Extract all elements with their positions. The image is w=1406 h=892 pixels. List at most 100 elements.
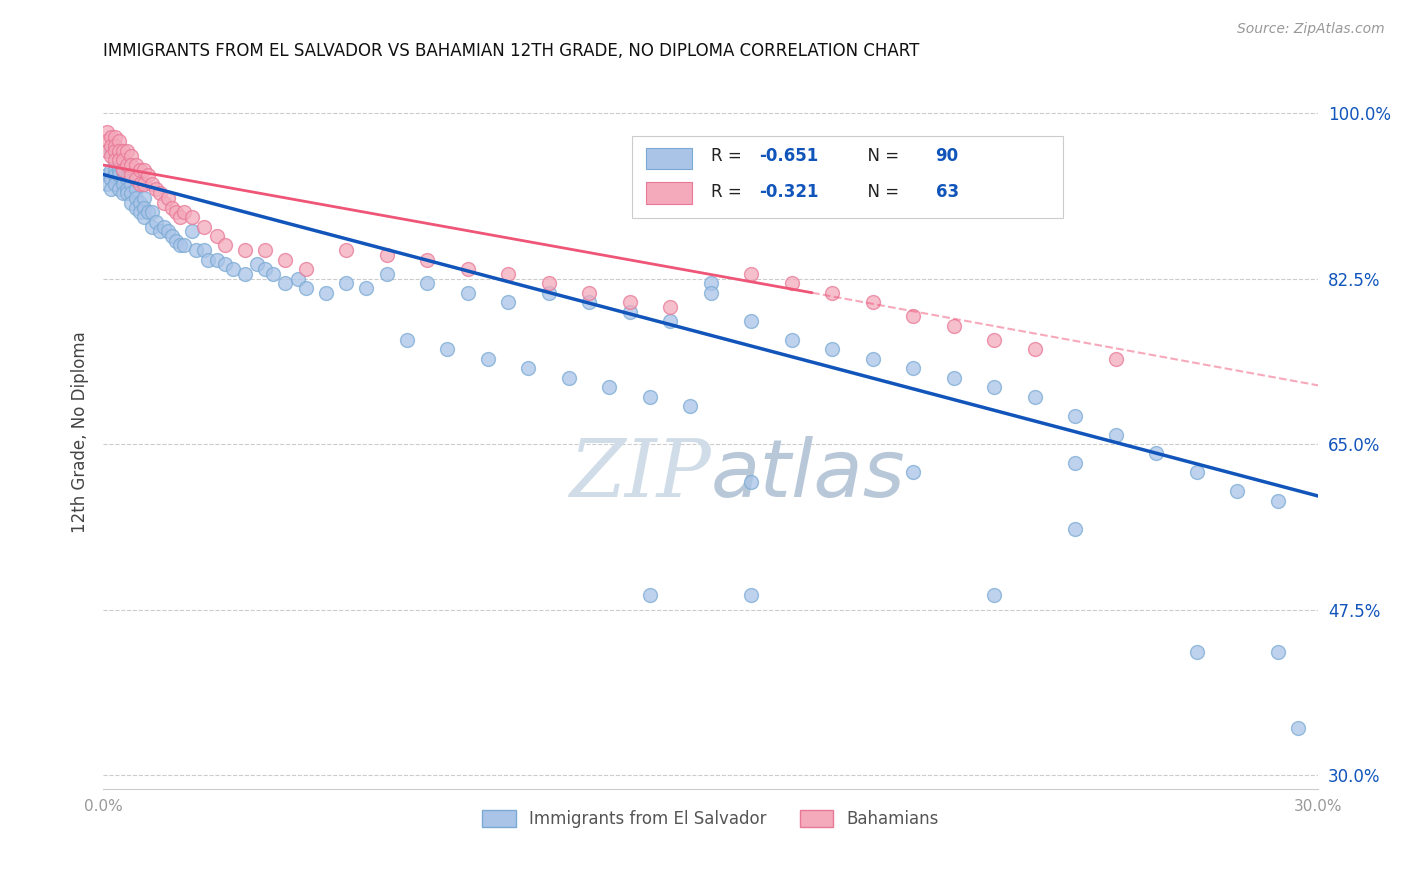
- Point: [619, 295, 641, 310]
- Point: [128, 195, 150, 210]
- Point: [496, 295, 519, 310]
- Point: [262, 267, 284, 281]
- Point: [96, 144, 118, 158]
- Point: [983, 588, 1005, 602]
- Point: [1105, 351, 1128, 366]
- Bar: [647, 148, 693, 169]
- Point: [153, 195, 176, 210]
- Point: [233, 267, 256, 281]
- Point: [132, 162, 155, 177]
- Point: [112, 144, 135, 158]
- Point: [124, 191, 146, 205]
- Point: [903, 310, 925, 324]
- Text: N =: N =: [856, 147, 904, 165]
- Point: [108, 168, 131, 182]
- Point: [983, 380, 1005, 394]
- Point: [104, 162, 127, 177]
- Point: [104, 144, 127, 158]
- Y-axis label: 12th Grade, No Diploma: 12th Grade, No Diploma: [72, 331, 89, 533]
- Point: [132, 201, 155, 215]
- Point: [160, 201, 183, 215]
- Point: [214, 257, 236, 271]
- Point: [121, 195, 143, 210]
- Point: [117, 186, 139, 201]
- Point: [121, 186, 143, 201]
- Point: [1267, 645, 1289, 659]
- Point: [108, 182, 131, 196]
- Point: [108, 144, 131, 158]
- Point: [112, 162, 135, 177]
- Point: [517, 361, 540, 376]
- Point: [149, 224, 172, 238]
- Point: [104, 177, 127, 191]
- Point: [1286, 721, 1309, 735]
- Point: [100, 144, 122, 158]
- Point: [375, 248, 398, 262]
- Point: [699, 285, 721, 300]
- Point: [112, 153, 135, 168]
- Point: [112, 177, 135, 191]
- Point: [537, 285, 560, 300]
- Point: [96, 135, 118, 149]
- Point: [104, 139, 127, 153]
- Point: [780, 333, 803, 347]
- Point: [659, 314, 682, 328]
- Point: [1144, 446, 1167, 460]
- Text: R =: R =: [710, 147, 747, 165]
- Point: [598, 380, 620, 394]
- Point: [638, 588, 661, 602]
- Point: [100, 129, 122, 144]
- Point: [117, 144, 139, 158]
- Point: [96, 177, 118, 191]
- Point: [740, 588, 762, 602]
- Point: [181, 224, 204, 238]
- Point: [160, 229, 183, 244]
- Text: ZIP: ZIP: [569, 436, 710, 514]
- Point: [128, 162, 150, 177]
- Point: [942, 318, 965, 333]
- Point: [100, 172, 122, 186]
- Point: [457, 262, 479, 277]
- Point: [136, 168, 159, 182]
- Point: [578, 295, 600, 310]
- Point: [335, 243, 357, 257]
- Point: [205, 252, 228, 267]
- Point: [983, 333, 1005, 347]
- Point: [141, 219, 163, 234]
- Point: [862, 295, 884, 310]
- Point: [457, 285, 479, 300]
- Point: [121, 148, 143, 162]
- Point: [124, 201, 146, 215]
- Point: [246, 257, 269, 271]
- Point: [132, 177, 155, 191]
- Point: [165, 234, 187, 248]
- Point: [416, 252, 439, 267]
- Point: [121, 177, 143, 191]
- Point: [1064, 456, 1087, 470]
- Point: [274, 252, 297, 267]
- Point: [112, 162, 135, 177]
- Point: [117, 182, 139, 196]
- Point: [108, 153, 131, 168]
- Point: [395, 333, 418, 347]
- Point: [942, 371, 965, 385]
- Text: -0.651: -0.651: [759, 147, 818, 165]
- Point: [578, 285, 600, 300]
- Text: -0.321: -0.321: [759, 183, 818, 201]
- Point: [416, 277, 439, 291]
- Point: [121, 168, 143, 182]
- Point: [141, 205, 163, 219]
- Point: [780, 277, 803, 291]
- Text: Source: ZipAtlas.com: Source: ZipAtlas.com: [1237, 22, 1385, 37]
- Point: [104, 168, 127, 182]
- Point: [274, 277, 297, 291]
- Point: [233, 243, 256, 257]
- Point: [169, 210, 191, 224]
- Point: [128, 177, 150, 191]
- Point: [132, 191, 155, 205]
- Point: [112, 172, 135, 186]
- Point: [100, 182, 122, 196]
- Point: [132, 210, 155, 224]
- Point: [141, 177, 163, 191]
- Point: [356, 281, 378, 295]
